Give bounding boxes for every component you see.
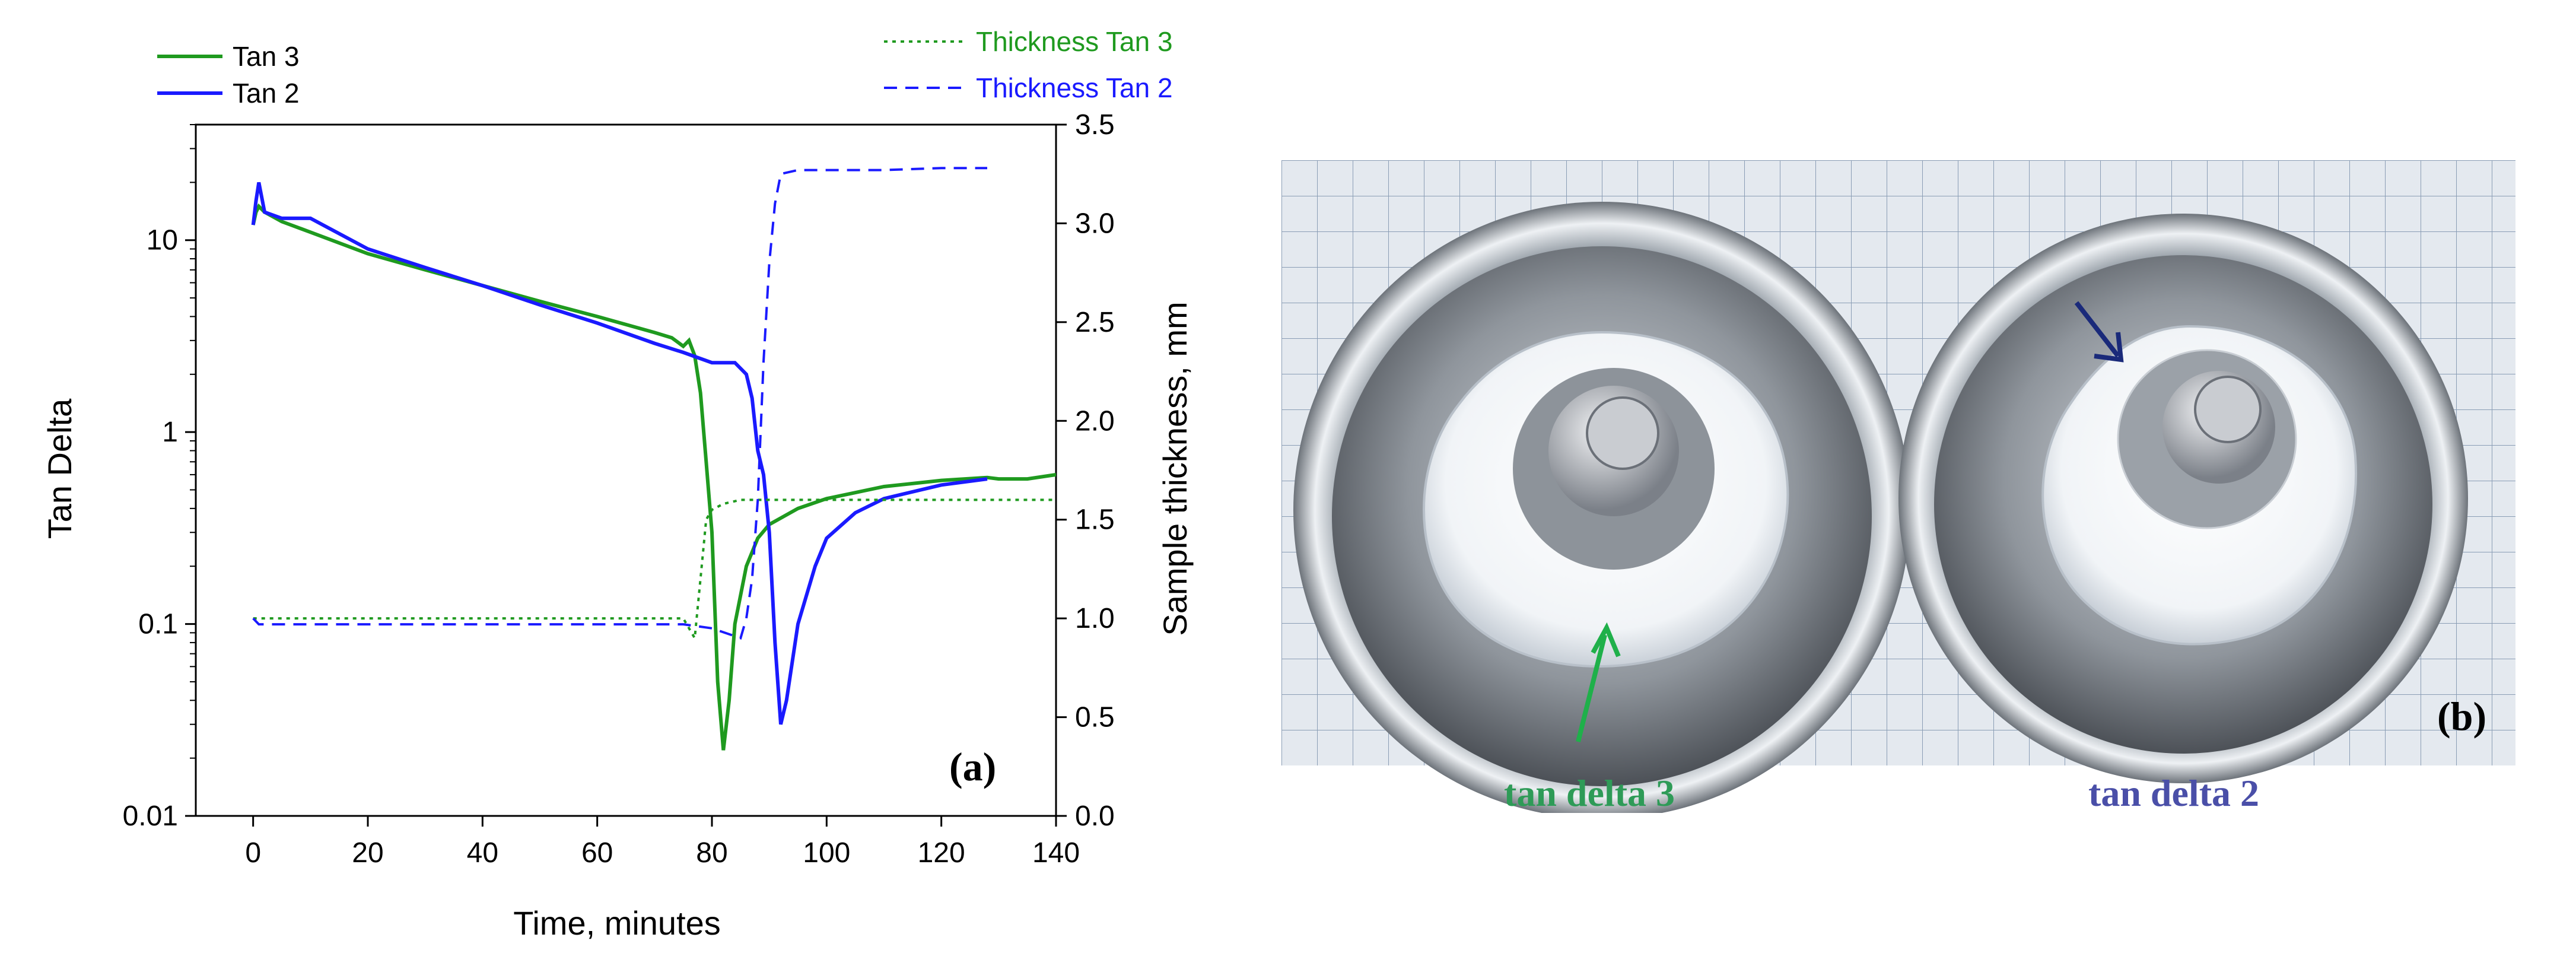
x-tick-label: 0 <box>245 837 261 869</box>
legend-left: Tan 3 Tan 2 <box>157 41 300 109</box>
y-right-tick-label: 2.5 <box>1075 307 1115 338</box>
caption-tan-delta-2: tan delta 2 <box>2088 772 2259 814</box>
dish-right <box>1898 214 2468 783</box>
y-left-tick-label: 10 <box>147 225 178 256</box>
plot-frame <box>195 123 1057 817</box>
arrow-green-icon <box>1576 634 1607 742</box>
legend-entry-label: Tan 2 <box>233 78 300 109</box>
x-axis: 0 20 40 60 80 100 120 140 <box>245 816 1080 869</box>
legend-right: Thickness Tan 3 Thickness Tan 2 <box>884 26 1173 103</box>
y-left-tick-label: 0.1 <box>138 609 178 640</box>
x-tick-label: 60 <box>581 837 613 869</box>
y-left-axis: 0.01 0.1 1 10 <box>123 124 196 832</box>
x-tick-label: 20 <box>352 837 383 869</box>
legend-entry-label: Thickness Tan 3 <box>976 26 1173 57</box>
y-right-tick-label: 3.0 <box>1075 208 1115 239</box>
arrow-blue-head-icon <box>2094 332 2124 363</box>
series-layer <box>251 167 1056 751</box>
series-thickness-tan-2 <box>252 167 987 640</box>
x-tick-label: 100 <box>803 837 850 869</box>
photo-panel-b <box>1281 160 2515 813</box>
y-right-tick-label: 1.0 <box>1075 603 1115 634</box>
dish-left <box>1293 202 1910 813</box>
x-tick-label: 120 <box>918 837 965 869</box>
x-axis-label: Time, minutes <box>513 904 721 942</box>
panel-label-a: (a) <box>949 744 996 789</box>
x-tick-label: 40 <box>467 837 498 869</box>
series-tan-2 <box>251 182 988 725</box>
y-right-tick-label: 2.0 <box>1075 405 1115 437</box>
arrow-green-head-icon <box>1591 622 1621 657</box>
series-tan-3 <box>251 203 1056 751</box>
y-right-tick-label: 0.5 <box>1075 702 1115 733</box>
caption-tan-delta-3: tan delta 3 <box>1504 772 1675 814</box>
y-right-tick-label: 1.5 <box>1075 504 1115 536</box>
arrow-blue-icon <box>2074 301 2120 358</box>
y-right-axis-label: Sample thickness, mm <box>1156 301 1194 636</box>
x-tick-label: 80 <box>696 837 727 869</box>
x-tick-label: 140 <box>1032 837 1080 869</box>
panel-label-b: (b) <box>2437 694 2487 739</box>
y-right-axis: 0.0 0.5 1.0 1.5 2.0 2.5 3.0 3.5 <box>1056 109 1115 832</box>
y-left-axis-label: Tan Delta <box>41 398 78 539</box>
y-right-tick-label: 0.0 <box>1075 800 1115 832</box>
y-left-tick-label: 1 <box>162 417 178 448</box>
y-left-tick-label: 0.01 <box>123 800 178 832</box>
legend-entry-label: Tan 3 <box>233 41 300 72</box>
legend-entry-label: Thickness Tan 2 <box>976 72 1173 103</box>
y-right-tick-label: 3.5 <box>1075 109 1115 141</box>
series-thickness-tan-3 <box>253 498 1056 642</box>
